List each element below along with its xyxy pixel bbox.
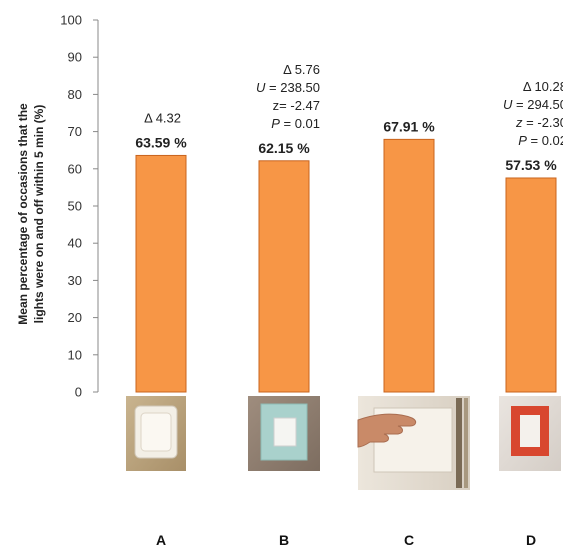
y-tick-label: 80 bbox=[68, 87, 82, 102]
stat-line-b: z= -2.47 bbox=[273, 98, 320, 113]
y-tick-label: 70 bbox=[68, 124, 82, 139]
y-tick-label: 0 bbox=[75, 385, 82, 400]
y-axis-ticks: 0 10 20 30 40 50 60 70 80 90 100 bbox=[60, 13, 98, 400]
switch-image-d bbox=[499, 396, 561, 471]
switch-image-c bbox=[357, 396, 470, 490]
stat-line-d: Δ 10.28 bbox=[523, 79, 563, 94]
switch-image-b bbox=[248, 396, 320, 471]
y-tick-label: 10 bbox=[68, 347, 82, 362]
stat-line-d: U = 294.50 bbox=[503, 97, 563, 112]
hand-icon bbox=[357, 413, 417, 448]
bar-b bbox=[258, 160, 310, 393]
value-label-d: 57.53 % bbox=[505, 157, 557, 173]
stat-line-b: Δ 5.76 bbox=[283, 62, 320, 77]
stat-annotations: Δ 4.32 Δ 5.76 U = 238.50 z= -2.47 P = 0.01 Δ … bbox=[144, 62, 563, 148]
bars bbox=[135, 138, 557, 393]
stat-line-b: P = 0.01 bbox=[271, 116, 320, 131]
category-label-a: A bbox=[156, 532, 166, 548]
stat-line-d: z = -2.30 bbox=[515, 115, 563, 130]
value-label-c: 67.91 % bbox=[383, 118, 435, 134]
y-tick-label: 20 bbox=[68, 310, 82, 325]
category-label-d: D bbox=[526, 532, 536, 548]
y-tick-label: 60 bbox=[68, 161, 82, 176]
y-axis-title-line-2: lights were on and off within 5 min (%) bbox=[32, 105, 46, 324]
stat-line-d: P = 0.02 bbox=[518, 133, 563, 148]
y-tick-label: 90 bbox=[68, 50, 82, 65]
category-label-b: B bbox=[279, 532, 289, 548]
bar-d bbox=[505, 177, 557, 393]
y-tick-label: 30 bbox=[68, 273, 82, 288]
bar-a bbox=[135, 154, 187, 393]
y-tick-label: 50 bbox=[68, 199, 82, 214]
y-tick-label: 40 bbox=[68, 236, 82, 251]
y-axis-title: Mean percentage of occasions that the li… bbox=[16, 103, 46, 325]
category-label-c: C bbox=[404, 532, 414, 548]
stat-line-b: U = 238.50 bbox=[256, 80, 320, 95]
value-labels: 63.59 % 62.15 % 67.91 % 57.53 % bbox=[135, 118, 557, 173]
value-label-b: 62.15 % bbox=[258, 140, 310, 156]
switch-image-a bbox=[126, 396, 186, 471]
y-axis-title-line-1: Mean percentage of occasions that the bbox=[16, 103, 30, 325]
stat-line-a: Δ 4.32 bbox=[144, 110, 181, 125]
value-label-a: 63.59 % bbox=[135, 134, 187, 150]
bar-c bbox=[383, 138, 435, 393]
y-tick-label: 100 bbox=[60, 13, 82, 28]
